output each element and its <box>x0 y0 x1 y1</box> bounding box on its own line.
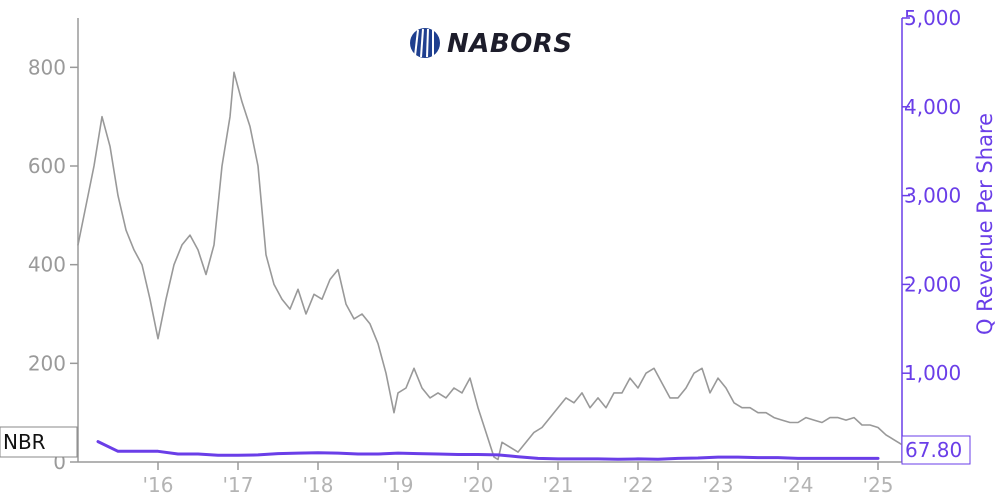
right-tick-label: 3,000 <box>904 184 961 208</box>
x-tick-label: '19 <box>383 473 414 497</box>
brand-name: NABORS <box>447 29 573 59</box>
x-tick-label: '22 <box>623 473 654 497</box>
x-axis: '16 '17 '18 '19 '20 '21 '22 '23 '24 '25 <box>78 461 902 497</box>
x-tick-label: '18 <box>303 473 334 497</box>
right-axis: 1,000 2,000 3,000 4,000 5,000 <box>901 6 961 462</box>
x-tick-label: '24 <box>783 473 814 497</box>
left-tick-label: 200 <box>28 351 66 375</box>
ticker-label-box: NBR <box>0 426 78 458</box>
series-layer <box>77 71 903 461</box>
x-tick-label: '20 <box>463 473 494 497</box>
x-tick-label: '25 <box>863 473 894 497</box>
right-tick-label: 5,000 <box>904 6 961 30</box>
right-tick-label: 1,000 <box>904 361 961 385</box>
last-value-label: 67.80 <box>905 438 962 462</box>
x-tick-label: '23 <box>703 473 734 497</box>
price-line <box>77 71 903 461</box>
nabors-logo-icon <box>410 28 440 58</box>
x-tick-label: '17 <box>223 473 254 497</box>
revenue-per-share-line <box>96 440 880 461</box>
brand-logo: NABORS <box>410 28 573 59</box>
x-tick-label: '16 <box>143 473 174 497</box>
left-tick-label: 600 <box>28 154 66 178</box>
left-tick-label: 800 <box>28 55 66 79</box>
x-tick-label: '21 <box>543 473 574 497</box>
right-axis-title: Q Revenue Per Share <box>973 113 997 335</box>
right-tick-label: 4,000 <box>904 95 961 119</box>
left-tick-label: 400 <box>28 253 66 277</box>
ticker-label: NBR <box>3 430 46 454</box>
last-value-box: 67.80 <box>901 435 971 465</box>
right-tick-label: 2,000 <box>904 272 961 296</box>
